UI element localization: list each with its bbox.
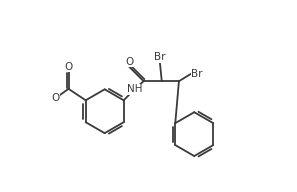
Text: Br: Br [154, 52, 166, 62]
Text: Br: Br [191, 69, 203, 79]
Text: O: O [64, 62, 73, 72]
Text: O: O [51, 93, 59, 103]
Text: NH: NH [127, 84, 142, 94]
Text: O: O [125, 57, 133, 67]
